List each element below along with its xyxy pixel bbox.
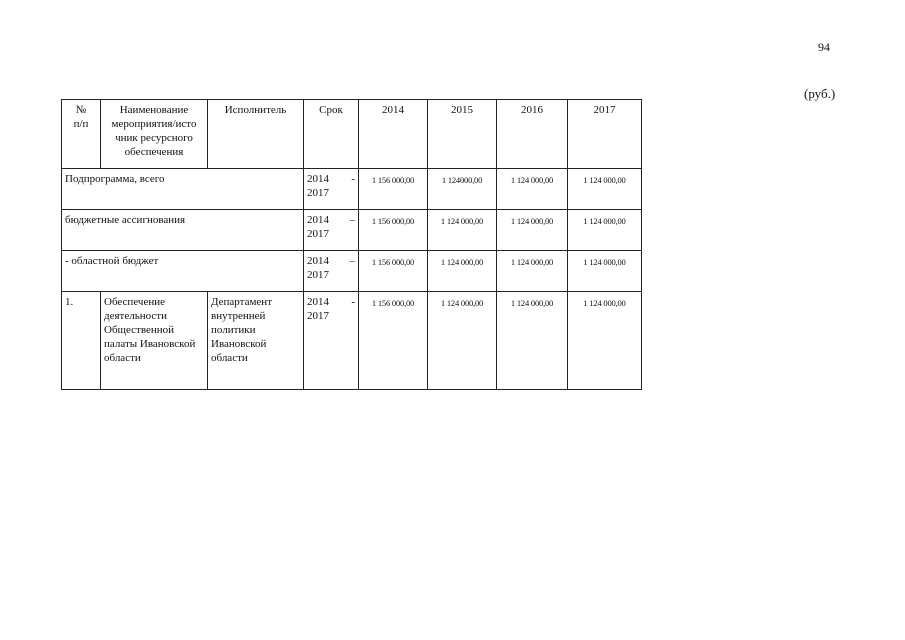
table-row: бюджетные ассигнования 2014 – 2017 1 156 0… [61, 209, 642, 251]
currency-unit: (руб.) [804, 86, 836, 101]
header-no: № п/п [61, 99, 101, 169]
item-name: Обеспечение деятельности Общественной па… [100, 291, 208, 390]
table-row: Подпрограмма, всего 2014 - 2017 1 156 000,… [61, 168, 642, 210]
row-label: бюджетные ассигнования [61, 209, 304, 251]
header-no-pp: п/п [73, 118, 89, 130]
value-2017: 1 124 000,00 [567, 209, 642, 251]
value-2015: 1 124000,00 [427, 168, 497, 210]
table-row: - областной бюджет 2014 – 2017 1 156 000,0… [61, 250, 642, 292]
term-dash: - [351, 173, 355, 185]
item-no: 1. [61, 291, 101, 390]
term-start: 2014 [307, 296, 329, 308]
header-executor: Исполнитель [207, 99, 304, 169]
value-2016: 1 124 000,00 [496, 250, 568, 292]
row-term: 2014 - 2017 [303, 168, 359, 210]
value-2017: 1 124 000,00 [567, 250, 642, 292]
value-2016: 1 124 000,00 [496, 291, 568, 390]
term-start: 2014 [307, 255, 329, 267]
header-term: Срок [303, 99, 359, 169]
term-dash: – [349, 214, 356, 226]
header-row: № п/п Наименование мероприятия/исто чник … [61, 99, 642, 169]
term-end: 2017 [307, 187, 329, 199]
value-2015: 1 124 000,00 [427, 209, 497, 251]
value-2014: 1 156 000,00 [358, 291, 428, 390]
value-2016: 1 124 000,00 [496, 168, 568, 210]
term-dash: – [349, 255, 356, 267]
term-start: 2014 [307, 214, 329, 226]
header-2016: 2016 [496, 99, 568, 169]
value-2017: 1 124 000,00 [567, 168, 642, 210]
value-2014: 1 156 000,00 [358, 168, 428, 210]
budget-table: № п/п Наименование мероприятия/исто чник … [61, 99, 642, 390]
term-end: 2017 [307, 269, 329, 281]
header-2014: 2014 [358, 99, 428, 169]
header-name: Наименование мероприятия/исто чник ресур… [100, 99, 208, 169]
value-2014: 1 156 000,00 [358, 209, 428, 251]
header-2015: 2015 [427, 99, 497, 169]
row-term: 2014 - 2017 [303, 291, 359, 390]
header-no-symbol: № [75, 104, 87, 116]
row-label: - областной бюджет [61, 250, 304, 292]
term-end: 2017 [307, 310, 329, 322]
term-dash: - [351, 296, 355, 308]
value-2014: 1 156 000,00 [358, 250, 428, 292]
value-2017: 1 124 000,00 [567, 291, 642, 390]
row-term: 2014 – 2017 [303, 209, 359, 251]
row-term: 2014 – 2017 [303, 250, 359, 292]
table-row: 1. Обеспечение деятельности Общественной… [61, 291, 642, 390]
header-2017: 2017 [567, 99, 642, 169]
row-label: Подпрограмма, всего [61, 168, 304, 210]
term-start: 2014 [307, 173, 329, 185]
value-2015: 1 124 000,00 [427, 291, 497, 390]
value-2015: 1 124 000,00 [427, 250, 497, 292]
term-end: 2017 [307, 228, 329, 240]
page-number: 94 [818, 40, 830, 54]
value-2016: 1 124 000,00 [496, 209, 568, 251]
item-executor: Департамент внутренней политики Ивановск… [207, 291, 304, 390]
